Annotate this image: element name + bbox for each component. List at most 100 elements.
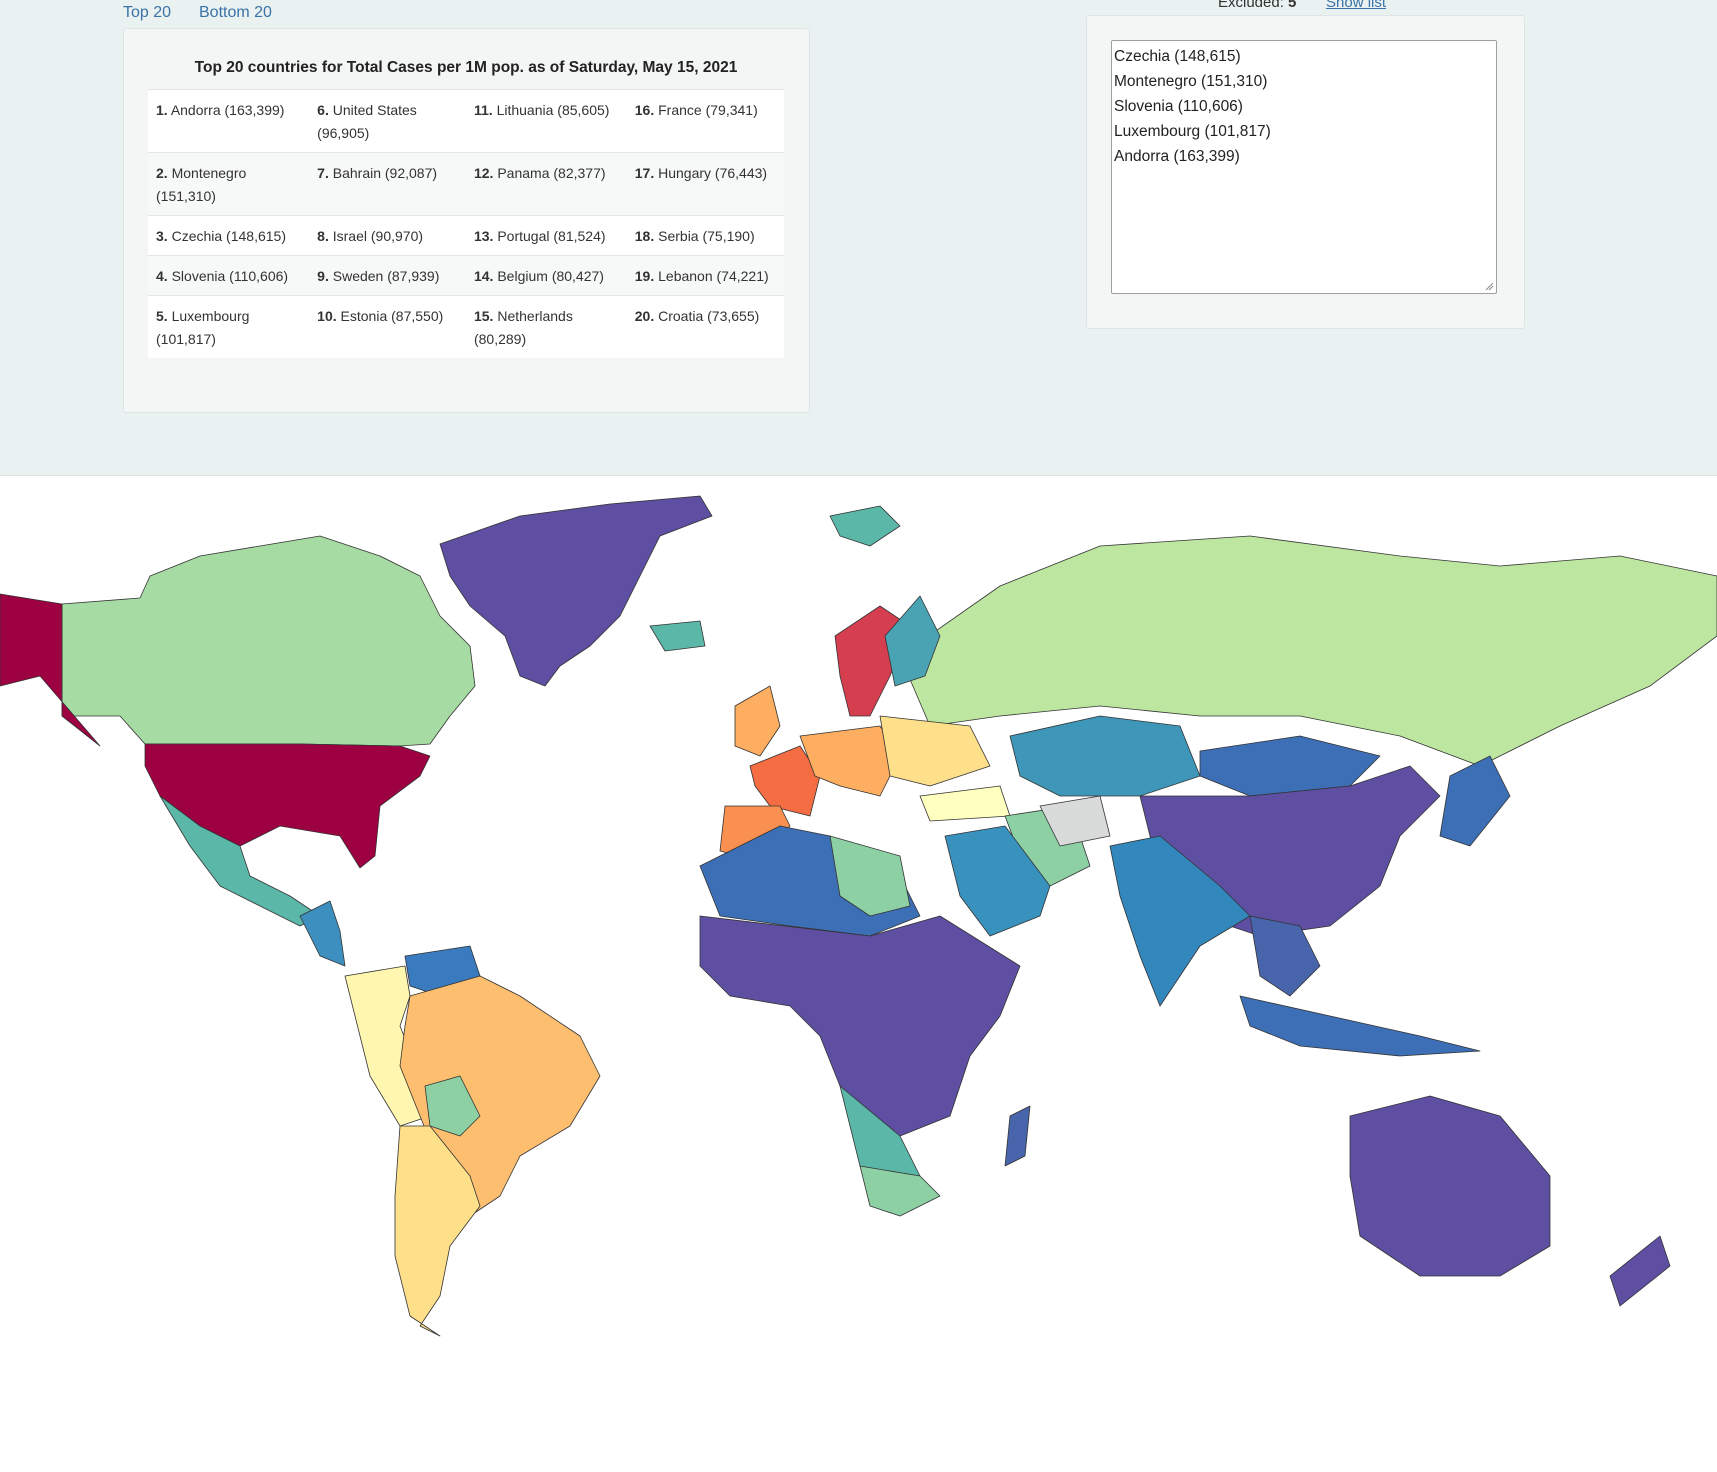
country-value: Estonia (87,550) <box>340 308 444 324</box>
country-value: Bahrain (92,087) <box>332 165 438 181</box>
table-row: 4. Slovenia (110,606) 9. Sweden (87,939) 1… <box>148 255 784 296</box>
country-southeast-asia[interactable] <box>1249 915 1321 997</box>
world-map <box>0 476 1717 1472</box>
table-cell: 9. Sweden (87,939) <box>309 255 466 296</box>
tab-top-20[interactable]: Top 20 <box>123 4 172 21</box>
excluded-item: Czechia (148,615) <box>1114 48 1241 65</box>
tab-bottom-20[interactable]: Bottom 20 <box>199 4 272 21</box>
table-cell: 17. Hungary (76,443) <box>626 152 784 216</box>
country-value: United States (96,905) <box>317 102 417 141</box>
rank-number: 19. <box>634 268 655 284</box>
table-row: 3. Czechia (148,615) 8. Israel (90,970) 13… <box>148 215 784 256</box>
country-madagascar[interactable] <box>1004 1105 1031 1167</box>
table-cell: 18. Serbia (75,190) <box>626 215 784 256</box>
show-list-link[interactable]: Show list <box>1326 0 1387 11</box>
top20-panel: Top 20 countries for Total Cases per 1M … <box>123 28 810 413</box>
country-value: Luxembourg (101,817) <box>156 308 250 347</box>
rank-number: 5. <box>156 308 168 324</box>
resize-handle-icon[interactable] <box>1484 281 1494 291</box>
country-value: Croatia (73,655) <box>658 308 760 324</box>
table-row: 1. Andorra (163,399) 6. United States (96… <box>148 89 784 153</box>
rank-number: 11. <box>473 102 493 118</box>
rank-number: 6. <box>317 102 329 118</box>
country-bolivia[interactable] <box>424 1075 481 1137</box>
excluded-count: 5 <box>1288 0 1297 11</box>
excluded-label: Excluded: 5 <box>1218 0 1296 11</box>
country-australia[interactable] <box>1349 1095 1551 1277</box>
table-cell: 4. Slovenia (110,606) <box>148 255 310 296</box>
table-cell: 15. Netherlands (80,289) <box>465 295 627 358</box>
country-india[interactable] <box>1109 835 1251 1007</box>
country-libya[interactable] <box>829 835 911 917</box>
country-finland[interactable] <box>884 595 941 687</box>
excluded-item: Slovenia (110,606) <box>1114 98 1243 115</box>
excluded-item: Montenegro (151,310) <box>1114 73 1268 90</box>
country-value: Czechia (148,615) <box>171 228 286 244</box>
table-cell: 3. Czechia (148,615) <box>148 215 310 256</box>
rank-number: 8. <box>317 228 329 244</box>
country-caspian-region[interactable] <box>1039 795 1111 847</box>
excluded-item: Luxembourg (101,817) <box>1114 123 1271 140</box>
table-cell: 5. Luxembourg (101,817) <box>148 295 310 358</box>
country-value: Israel (90,970) <box>332 228 424 244</box>
country-iceland[interactable] <box>649 620 706 652</box>
country-value: Panama (82,377) <box>497 165 606 181</box>
table-cell: 2. Montenegro (151,310) <box>148 152 310 216</box>
table-cell: 1. Andorra (163,399) <box>148 89 310 153</box>
country-svalbard[interactable] <box>829 505 901 547</box>
excluded-item: Andorra (163,399) <box>1114 148 1240 165</box>
country-value: France (79,341) <box>658 102 758 118</box>
country-kazakhstan[interactable] <box>1009 715 1201 797</box>
country-eastern-europe[interactable] <box>879 715 991 787</box>
table-cell: 7. Bahrain (92,087) <box>309 152 466 216</box>
country-value: Andorra (163,399) <box>170 102 285 118</box>
country-value: Netherlands (80,289) <box>473 308 573 347</box>
rank-number: 1. <box>156 102 168 118</box>
table-cell: 10. Estonia (87,550) <box>309 295 466 358</box>
country-central-europe[interactable] <box>799 725 901 797</box>
country-uk[interactable] <box>734 685 781 757</box>
rank-number: 17. <box>634 165 655 181</box>
rank-number: 9. <box>317 268 329 284</box>
table-cell: 19. Lebanon (74,221) <box>626 255 784 296</box>
country-value: Portugal (81,524) <box>497 228 606 244</box>
country-japan[interactable] <box>1439 755 1511 847</box>
country-greenland[interactable] <box>439 495 713 687</box>
country-russia[interactable] <box>899 535 1717 767</box>
country-western-europe[interactable] <box>749 745 821 817</box>
country-arabia[interactable] <box>944 825 1051 937</box>
country-turkey[interactable] <box>919 785 1011 822</box>
excluded-text: Excluded: <box>1218 0 1284 11</box>
country-alaska[interactable] <box>0 593 101 747</box>
country-argentina-chile[interactable] <box>394 1125 481 1337</box>
country-value: Serbia (75,190) <box>658 228 755 244</box>
table-cell: 13. Portugal (81,524) <box>465 215 627 256</box>
excluded-list-textarea[interactable]: Czechia (148,615) Montenegro (151,310) Slo… <box>1111 40 1497 294</box>
rank-number: 2. <box>156 165 168 181</box>
table-cell: 8. Israel (90,970) <box>309 215 466 256</box>
rank-number: 15. <box>473 308 494 324</box>
country-united-states[interactable] <box>144 743 431 869</box>
country-value: Belgium (80,427) <box>497 268 604 284</box>
rank-number: 10. <box>317 308 337 324</box>
country-value: Sweden (87,939) <box>332 268 440 284</box>
top20-table: 1. Andorra (163,399) 6. United States (96… <box>148 89 784 358</box>
rank-number: 13. <box>473 228 494 244</box>
excluded-panel: Czechia (148,615) Montenegro (151,310) Slo… <box>1086 15 1525 329</box>
world-map-svg <box>0 495 1717 1337</box>
country-indonesia[interactable] <box>1239 995 1481 1057</box>
rank-number: 4. <box>156 268 168 284</box>
rank-number: 14. <box>473 268 494 284</box>
table-cell: 6. United States (96,905) <box>309 89 466 153</box>
rank-number: 3. <box>156 228 168 244</box>
table-cell: 20. Croatia (73,655) <box>626 295 784 358</box>
country-value: Hungary (76,443) <box>658 165 768 181</box>
rank-number: 16. <box>634 102 655 118</box>
rank-number: 7. <box>317 165 329 181</box>
country-value: Montenegro (151,310) <box>156 165 247 204</box>
table-cell: 14. Belgium (80,427) <box>465 255 627 296</box>
country-new-zealand[interactable] <box>1609 1235 1671 1307</box>
country-canada[interactable] <box>61 535 476 747</box>
country-south-africa[interactable] <box>859 1165 941 1217</box>
country-central-america[interactable] <box>299 900 346 967</box>
